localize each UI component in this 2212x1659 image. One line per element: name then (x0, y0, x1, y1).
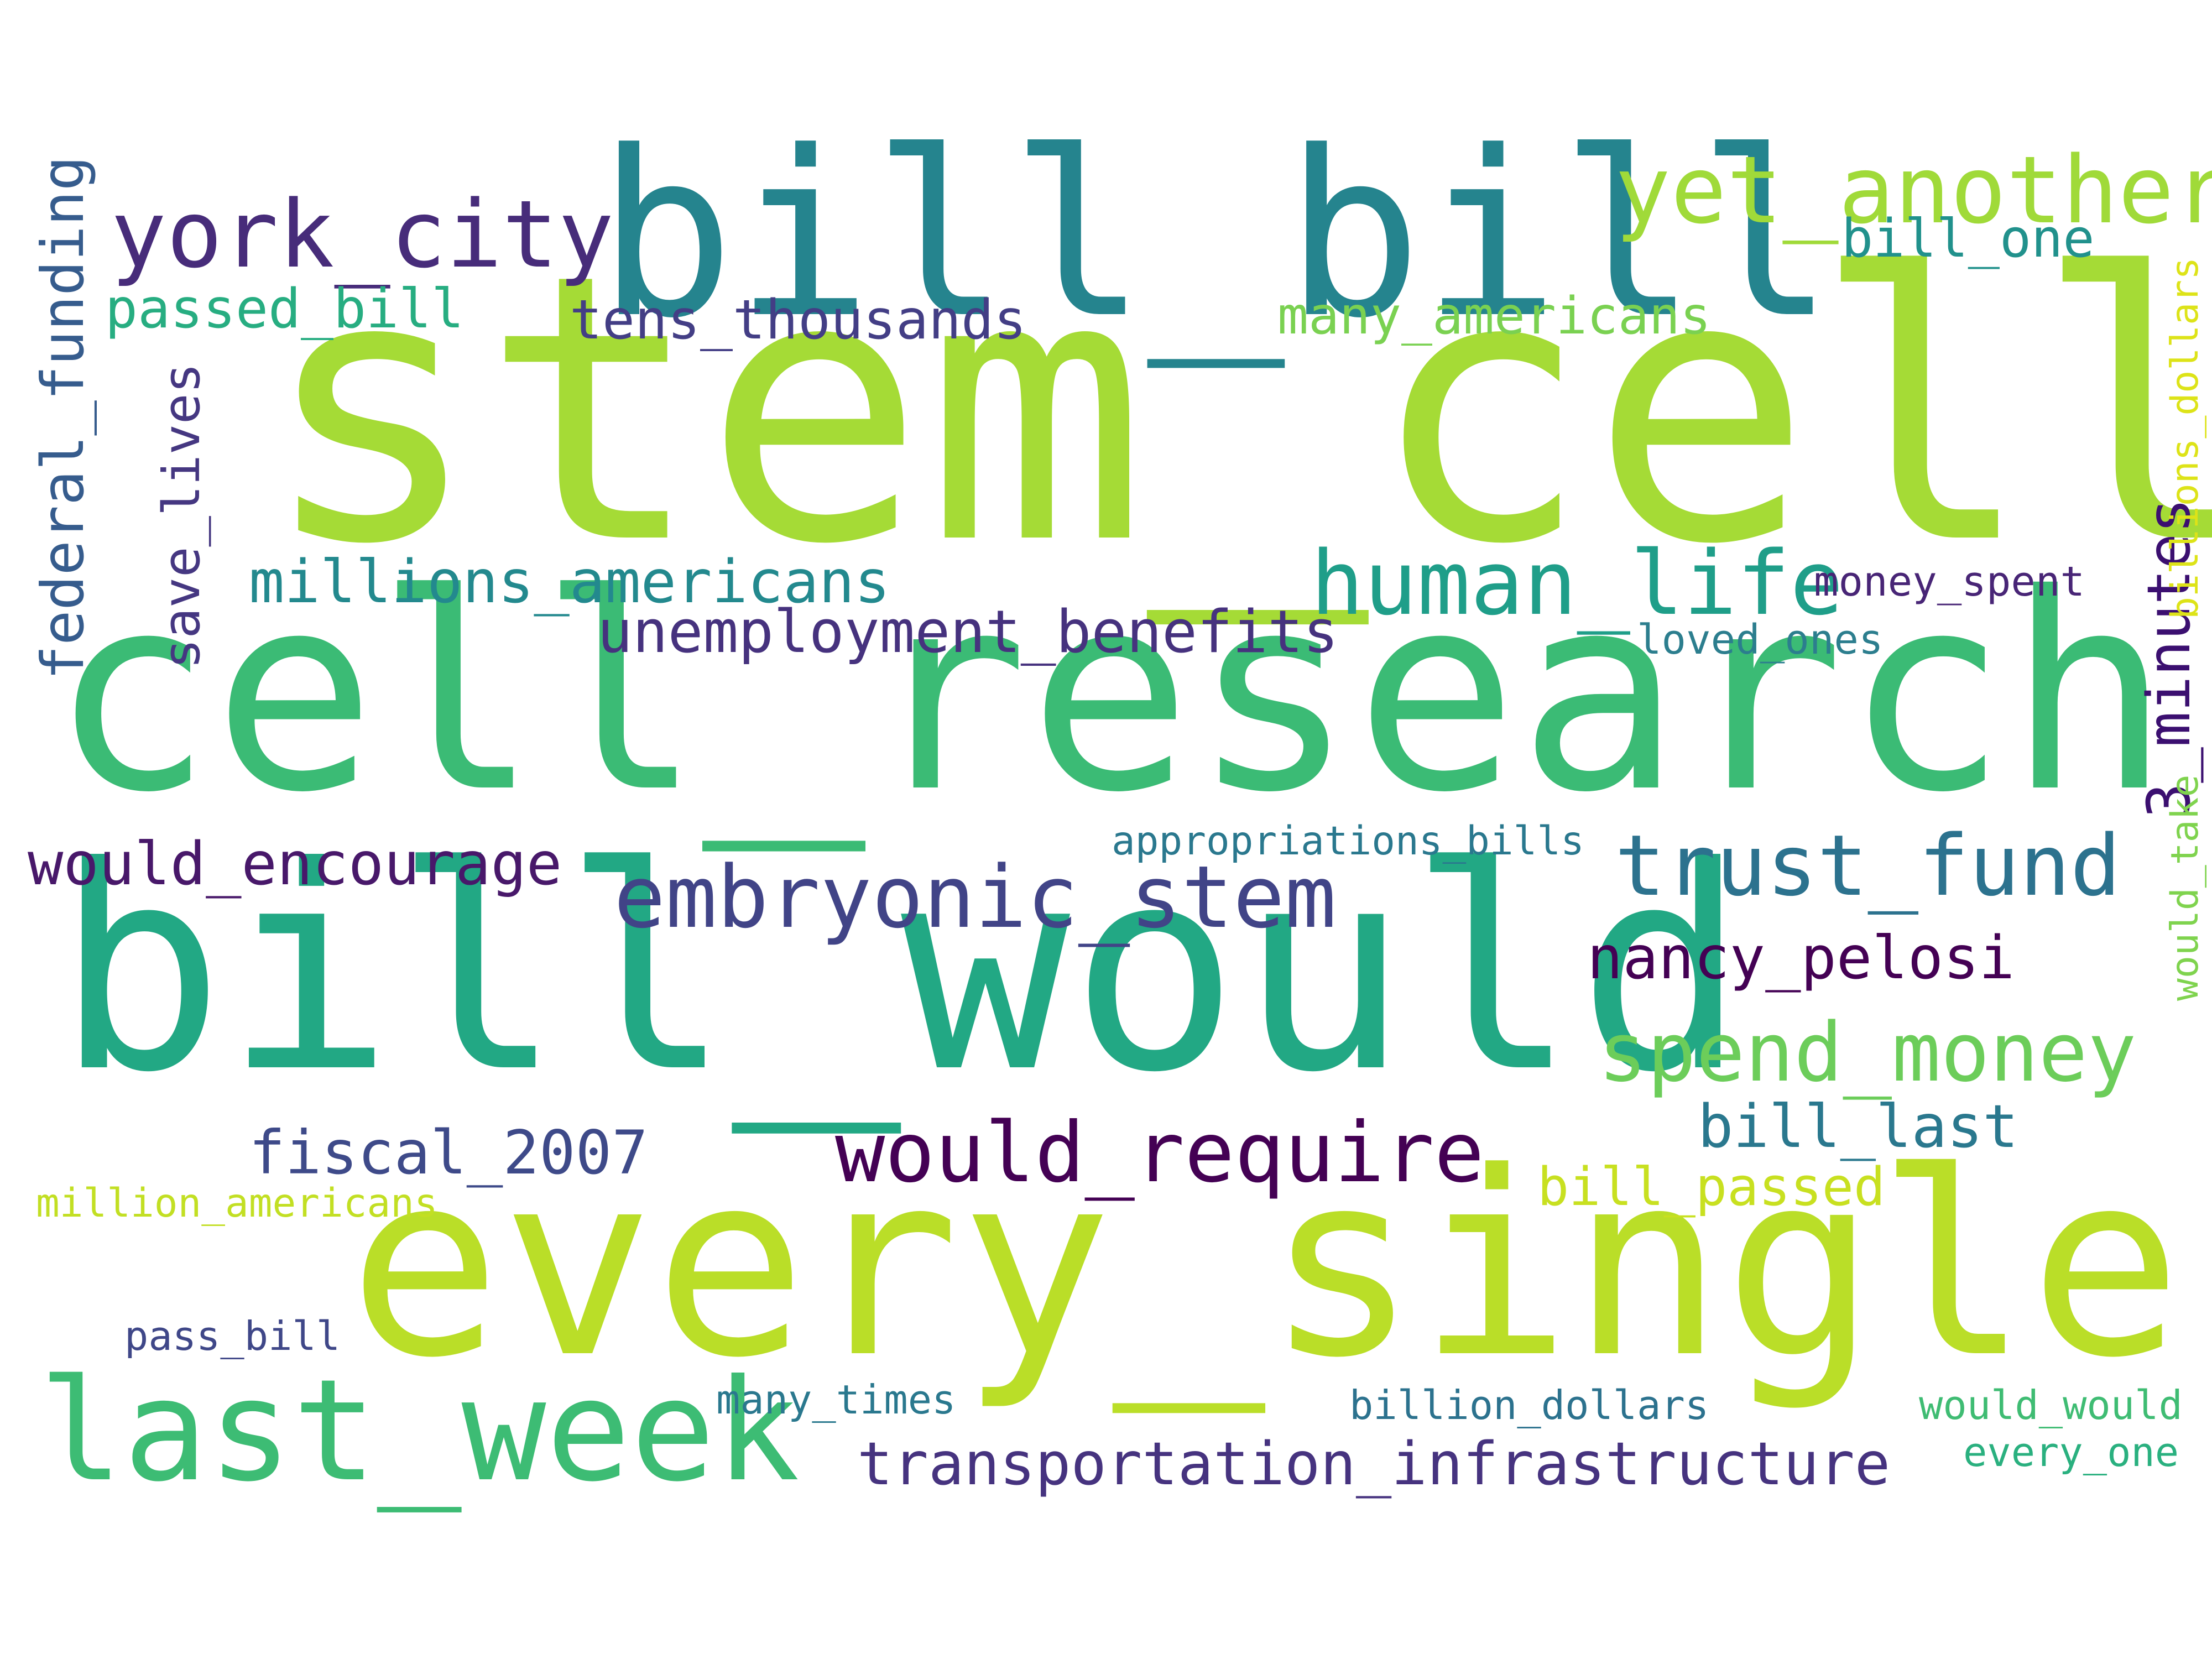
word-passed-bill: passed_bill (105, 278, 465, 341)
word-bill-last: bill_last (1698, 1093, 2018, 1161)
word-would-take: would_take (2163, 774, 2207, 1001)
word-billion-dollars: billion_dollars (1349, 1382, 1709, 1428)
word-many-americans: many_americans (1277, 286, 1711, 346)
word-would-encourage: would_encourage (28, 830, 562, 899)
word-transportation-infrastructure: transportation_infrastructure (857, 1430, 1891, 1499)
word-save-lives: save_lives (152, 363, 211, 669)
word-federal-funding: federal_funding (29, 155, 97, 680)
word-fiscal-2007: fiscal_2007 (249, 1118, 648, 1188)
word-every-one: every_one (1963, 1429, 2179, 1475)
word-yet-another: yet_another (1615, 136, 2212, 244)
word-nancy-pelosi: nancy_pelosi (1587, 924, 2015, 993)
word-cell-research: cell_research (50, 536, 2171, 852)
word-millions-americans: millions_americans (249, 548, 890, 617)
word-money-spent: money_spent (1814, 558, 2085, 606)
word-pass-bill: pass_bill (124, 1313, 341, 1359)
word-would-require: would_require (835, 1105, 1484, 1201)
word-york-city: york_city (111, 180, 614, 289)
word-bill-passed: bill_passed (1537, 1157, 1886, 1218)
word-bill-bill: bill_bill (597, 103, 1835, 368)
word-unemployment-benefits: unemployment_benefits (597, 598, 1339, 666)
word-trust-fund: trust_fund (1615, 817, 2121, 915)
word-appropriations-bills: appropriations_bills (1112, 818, 1584, 864)
word-many-times: many_times (716, 1376, 956, 1423)
word-bill-would: bill_would (55, 806, 1747, 1134)
word-bill-one: bill_one (1841, 208, 2095, 269)
word-tens-thousands: tens_thousands (570, 289, 1027, 352)
word-every-single: every_single (348, 1118, 2183, 1413)
word-spend-money: spend_money (1598, 1005, 2137, 1100)
word-loved-ones: loved_ones (1637, 616, 1884, 664)
word-million-americans: million_americans (36, 1180, 438, 1226)
word-human-life: human_life (1311, 531, 1844, 635)
word-embryonic-stem: embryonic_stem (614, 847, 1337, 947)
word-stem-cell: stem_cell (260, 196, 2212, 625)
word-billions-dollars: billions_dollars (2163, 257, 2207, 619)
word-last-week: last_week (39, 1349, 800, 1512)
word-would-would: would_would (1919, 1382, 2183, 1428)
